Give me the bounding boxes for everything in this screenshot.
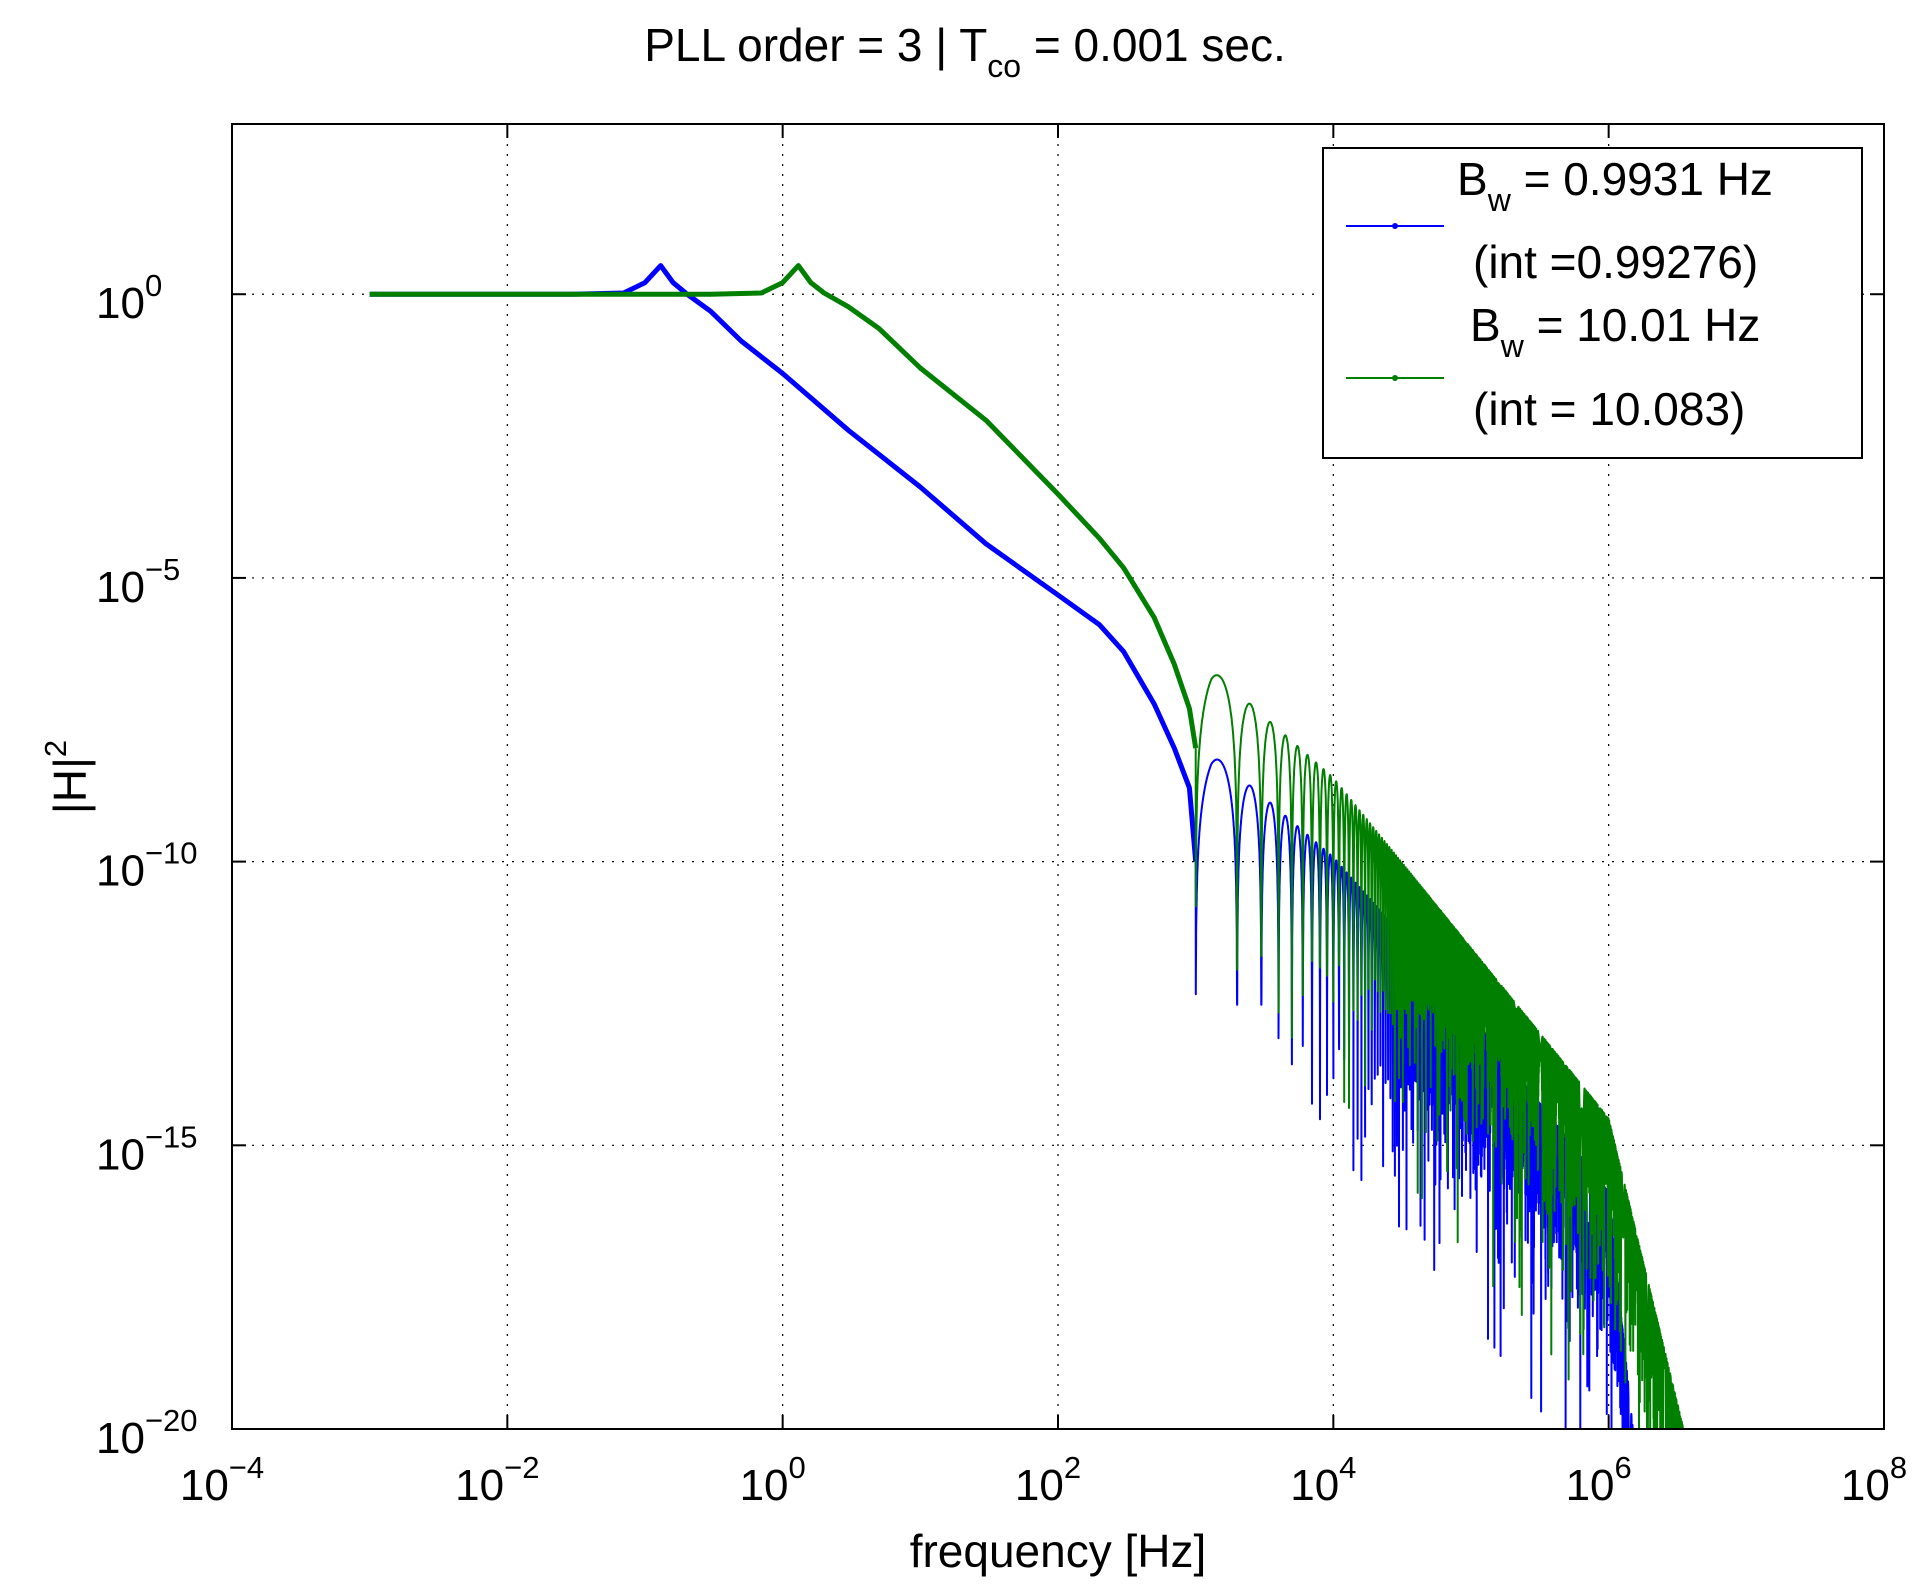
x-tick-label: 106 — [1566, 1450, 1632, 1510]
legend-box — [1322, 147, 1863, 459]
x-tick-label: 10−2 — [455, 1450, 539, 1510]
legend-entry-1-line1: Bw = 0.9931 Hz — [1457, 153, 1773, 218]
y-axis-label-sup: 2 — [38, 740, 73, 757]
y-axis-label-base: |H| — [44, 757, 96, 814]
series-line-smooth — [369, 263, 1199, 862]
legend-entry-2-line2: (int = 10.083) — [1473, 383, 1745, 435]
x-tick-label: 108 — [1841, 1450, 1907, 1510]
series-line-tail — [1194, 674, 1685, 1429]
x-tick-label: 100 — [740, 1450, 806, 1510]
legend-marker-green — [1392, 375, 1398, 381]
chart-title-main: PLL order = 3 | T — [644, 19, 987, 71]
series-layer — [369, 263, 1685, 1429]
x-tick-label: 104 — [1290, 1450, 1356, 1510]
x-tick-label: 10−4 — [180, 1450, 264, 1510]
series-2 — [369, 263, 1685, 1429]
y-tick-label: 10−20 — [96, 1403, 198, 1463]
chart-title: PLL order = 3 | Tco = 0.001 sec. — [644, 19, 1286, 84]
chart-title-subscript: co — [987, 48, 1021, 84]
y-tick-label: 100 — [96, 268, 162, 328]
y-tick-label: 10−5 — [96, 552, 180, 612]
legend: Bw = 0.9931 Hz (int =0.99276) Bw = 10.01… — [1322, 147, 1863, 459]
series-line-smooth — [369, 263, 1199, 749]
x-axis-label: frequency [Hz] — [910, 1525, 1207, 1577]
y-tick-label: 10−10 — [96, 836, 198, 896]
legend-marker-blue — [1392, 223, 1398, 229]
x-tick-label: 102 — [1015, 1450, 1081, 1510]
ticks: 10−4 10−2 100 102 104 106 108 100 10−5 10−10 10−15… — [96, 124, 1907, 1510]
legend-entry-2-line1: Bw = 10.01 Hz — [1470, 299, 1760, 364]
y-tick-label: 10−15 — [96, 1119, 198, 1179]
chart-title-tail: = 0.001 sec. — [1021, 19, 1286, 71]
y-axis-label: |H|2 — [38, 740, 96, 814]
legend-entry-1-line2: (int =0.99276) — [1473, 236, 1758, 288]
